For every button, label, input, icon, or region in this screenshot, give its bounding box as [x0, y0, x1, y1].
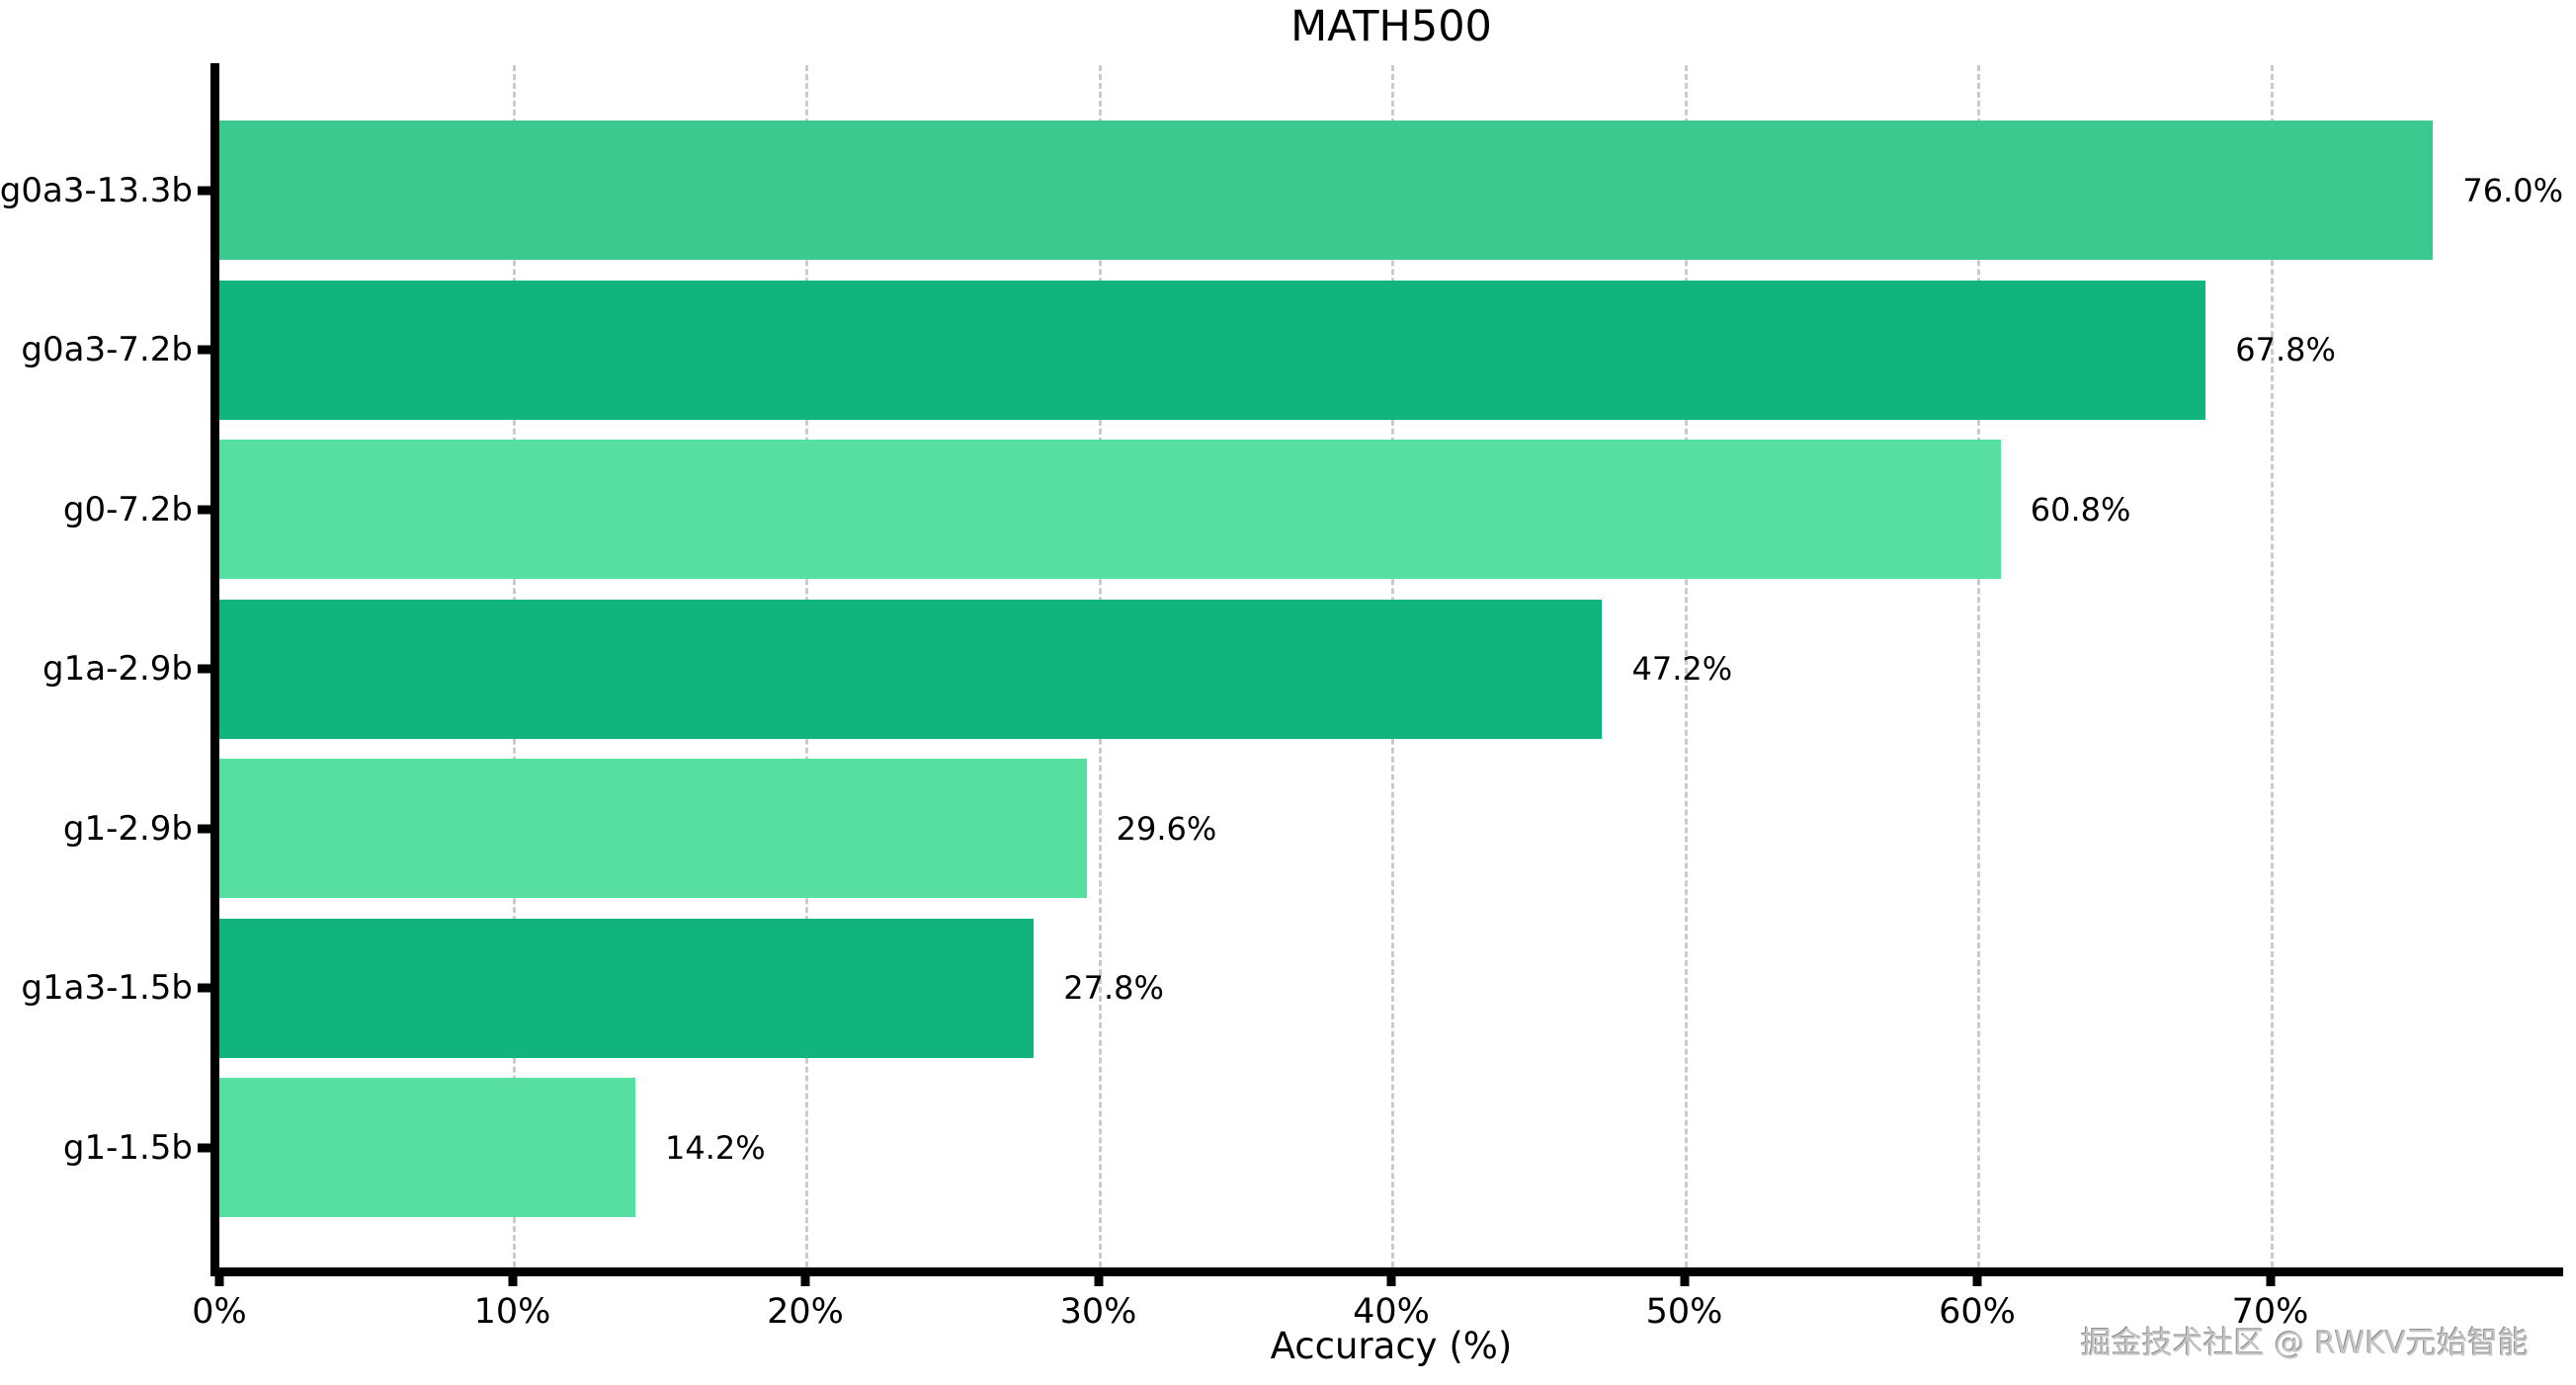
y-tick-mark [198, 345, 210, 355]
bar-value-label: 47.2% [1631, 650, 1733, 688]
y-axis-category-label: g1a3-1.5b [21, 968, 193, 1008]
gridline [1977, 65, 1980, 1267]
bar-row: g0a3-13.3b 76.0% [0, 121, 2563, 260]
x-tick-label: 0% [192, 1292, 247, 1332]
bar-row: g0a3-7.2b 67.8% [21, 280, 2563, 420]
x-tick-mark [800, 1276, 810, 1286]
x-tick-label: 50% [1645, 1292, 1723, 1332]
bar-value-label: 60.8% [2030, 490, 2131, 529]
x-tick-label: 30% [1059, 1292, 1137, 1332]
x-axis-title: Accuracy (%) [1270, 1325, 1513, 1367]
x-tick-label: 20% [767, 1292, 844, 1332]
y-axis-category-label: g0-7.2b [62, 489, 193, 530]
x-tick-mark [2266, 1276, 2275, 1286]
bar-value-label: 76.0% [2462, 171, 2563, 209]
bar-value-label: 27.8% [1063, 969, 1164, 1007]
bar-row: g0-7.2b 60.8% [63, 440, 2563, 579]
x-tick-mark [1680, 1276, 1689, 1286]
y-tick-mark [198, 1143, 210, 1152]
y-axis-category-label: g1-2.9b [62, 808, 193, 849]
x-tick-mark [1094, 1276, 1103, 1286]
y-axis-category-label: g0a3-13.3b [0, 170, 193, 210]
y-tick-mark [198, 664, 210, 674]
x-axis-spine [210, 1267, 2563, 1276]
bar-value-label: 29.6% [1116, 809, 1217, 848]
bar-row: g1a3-1.5b 27.8% [21, 918, 2563, 1058]
x-tick-mark [214, 1276, 224, 1286]
chart-title: MATH500 [1290, 2, 1492, 51]
bar-value-label: 14.2% [665, 1128, 766, 1167]
bar [219, 599, 1603, 739]
y-axis-category-label: g1a-2.9b [42, 649, 193, 689]
y-tick-mark [198, 824, 210, 833]
bar-value-label: 67.8% [2235, 331, 2336, 368]
gridline [2270, 65, 2274, 1267]
x-tick-mark [508, 1276, 517, 1286]
bar [219, 759, 1087, 898]
y-axis-category-label: g0a3-7.2b [21, 330, 193, 369]
bar-row: g1a-2.9b 47.2% [42, 599, 2563, 739]
x-tick-label: 60% [1939, 1292, 2016, 1332]
x-tick-label: 70% [2231, 1292, 2309, 1332]
bar [219, 1078, 636, 1217]
y-tick-mark [198, 186, 210, 195]
watermark: 掘金技术社区 @ RWKV元始智能 [2080, 1326, 2529, 1361]
bar-row: g1-2.9b 29.6% [63, 759, 2563, 898]
bar [219, 918, 1035, 1058]
plot-area: g0a3-13.3b 76.0% g0a3-7.2b 67.8% g0-7.2b 60.8… [0, 63, 2563, 1332]
x-tick-label: 10% [473, 1292, 551, 1332]
y-tick-mark [198, 983, 210, 993]
bar [219, 121, 2434, 260]
bar [219, 440, 2001, 579]
y-tick-mark [198, 505, 210, 514]
bar-row: g1-1.5b 14.2% [63, 1078, 2563, 1217]
y-axis-category-label: g1-1.5b [62, 1127, 193, 1168]
x-tick-mark [1972, 1276, 1982, 1286]
x-tick-mark [1386, 1276, 1396, 1286]
bar-rows: g0a3-13.3b 76.0% g0a3-7.2b 67.8% g0-7.2b 60.8… [0, 65, 2563, 1267]
gridline [1684, 65, 1688, 1267]
bar [219, 280, 2206, 420]
y-axis-spine [210, 63, 219, 1276]
x-tick-label: 40% [1353, 1292, 1430, 1332]
